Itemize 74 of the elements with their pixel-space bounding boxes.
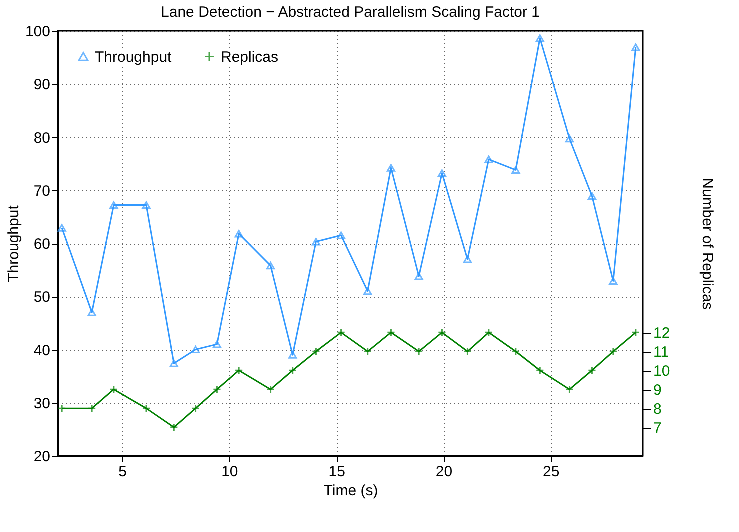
point — [386, 328, 396, 337]
y-tick-label: 60 — [34, 236, 50, 253]
point — [192, 346, 200, 354]
y2-tick-label: 11 — [654, 344, 670, 362]
point — [266, 262, 276, 270]
y-tick-label: 20 — [34, 448, 50, 466]
point — [58, 224, 66, 232]
point — [312, 238, 320, 246]
point — [463, 347, 472, 356]
x-tick-label: 10 — [222, 464, 238, 480]
x-tick-label: 5 — [118, 464, 127, 480]
point — [512, 166, 520, 174]
point — [192, 404, 200, 413]
point — [588, 366, 596, 375]
y-axis-title: Throughput — [5, 204, 22, 282]
point — [609, 347, 618, 356]
point — [58, 404, 66, 413]
point — [632, 328, 640, 337]
y-tick-label: 90 — [34, 76, 50, 94]
y-tick-label: 80 — [34, 130, 50, 147]
point — [170, 360, 178, 368]
legend-label: Throughput — [95, 48, 173, 66]
point — [565, 135, 574, 143]
point — [588, 192, 596, 200]
x-tick-label: 15 — [328, 464, 346, 480]
point — [234, 366, 244, 375]
point — [170, 423, 178, 432]
y-tick-label: 70 — [34, 182, 50, 200]
point — [212, 340, 222, 348]
point — [337, 232, 346, 240]
legend-label: Replicas — [221, 48, 279, 66]
y2-tick-label: 10 — [654, 363, 670, 380]
point — [110, 201, 118, 210]
point — [110, 385, 118, 394]
point — [414, 347, 424, 356]
point — [337, 328, 346, 337]
point — [484, 328, 494, 337]
point — [88, 404, 96, 413]
point — [536, 366, 544, 375]
point — [288, 351, 298, 359]
point — [288, 366, 298, 375]
point — [565, 385, 574, 394]
point — [512, 347, 520, 356]
point — [609, 277, 618, 286]
y-tick-label: 100 — [25, 24, 50, 40]
point — [438, 170, 446, 178]
x-tick-label: 25 — [543, 464, 560, 480]
point — [266, 385, 276, 394]
point — [142, 201, 151, 210]
point — [438, 328, 446, 337]
point — [88, 308, 96, 316]
y2-tick-label: 8 — [654, 401, 662, 418]
point — [484, 156, 494, 164]
x-axis-title: Time (s) — [324, 482, 378, 500]
y-tick-label: 40 — [34, 342, 50, 360]
point — [536, 34, 544, 42]
y2-axis-title: Number of Replicas — [699, 178, 716, 310]
x-tick-label: 20 — [436, 464, 453, 480]
y-tick-label: 50 — [34, 289, 50, 306]
chart-title: Lane Detection − Abstracted Parallelism Scaling Factor 1 — [161, 4, 540, 21]
point — [234, 230, 244, 238]
point — [463, 256, 472, 264]
y2-tick-label: 12 — [654, 325, 670, 342]
y2-tick-label: 9 — [654, 382, 662, 400]
y-tick-label: 30 — [34, 395, 50, 412]
point — [386, 164, 396, 172]
point — [212, 385, 222, 394]
point — [364, 288, 372, 296]
point — [142, 404, 151, 413]
point — [364, 347, 372, 356]
y2-tick-label: 7 — [654, 420, 662, 438]
point — [312, 347, 320, 356]
point — [414, 272, 424, 280]
point — [632, 44, 640, 52]
